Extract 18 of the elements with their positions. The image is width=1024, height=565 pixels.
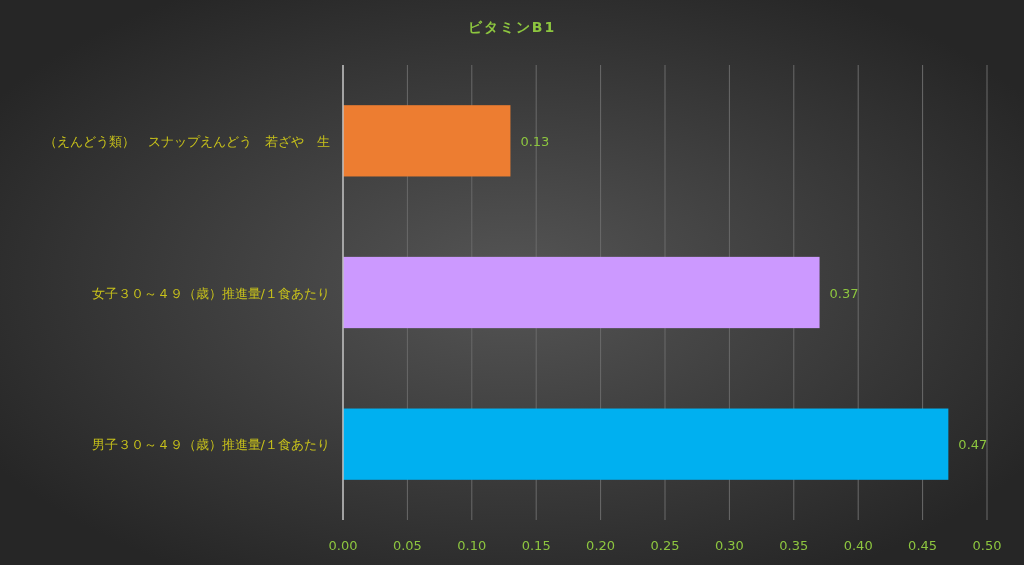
x-tick-label: 0.40	[843, 538, 873, 553]
data-label: 0.47	[958, 437, 988, 453]
y-tick-label: 女子３０～４９（歳）推進量/１食あたり	[91, 285, 330, 301]
x-tick-label: 0.10	[457, 538, 487, 553]
x-tick-label: 0.15	[521, 538, 551, 553]
chart-title: ビタミンB1	[467, 19, 557, 35]
x-tick-label: 0.25	[650, 538, 680, 553]
x-tick-label: 0.35	[779, 538, 809, 553]
y-tick-label: （えんどう類） スナップえんどう 若ざや 生	[44, 133, 330, 149]
x-tick-label: 0.50	[972, 538, 1002, 553]
x-tick-label: 0.30	[714, 538, 744, 553]
y-tick-label: 男子３０～４９（歳）推進量/１食あたり	[91, 437, 330, 453]
x-tick-label: 0.45	[908, 538, 938, 553]
x-tick-label: 0.00	[328, 538, 358, 553]
data-label: 0.13	[520, 133, 550, 149]
x-tick-label: 0.20	[586, 538, 616, 553]
data-label: 0.37	[829, 285, 859, 301]
x-tick-label: 0.05	[392, 538, 422, 553]
